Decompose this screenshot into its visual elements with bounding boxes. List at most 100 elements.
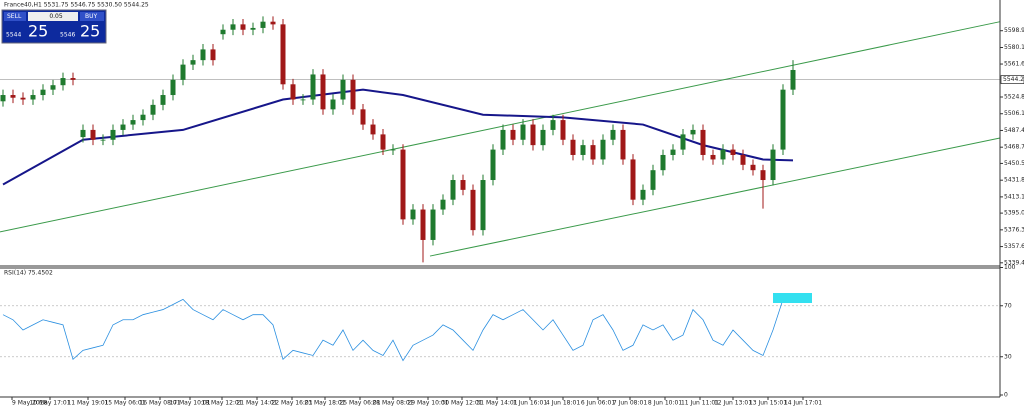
ask-main: 5546 [60, 32, 75, 39]
candle-body [580, 145, 586, 155]
y-tick-label: 5506.10 [1004, 110, 1024, 117]
candle-body [160, 95, 166, 105]
x-tick-label: 25 May 06:01 [339, 400, 380, 407]
x-tick-label: 29 May 10:01 [407, 400, 448, 407]
candle-body [280, 24, 286, 85]
candle-body [470, 189, 476, 231]
candle-body [790, 69, 796, 90]
candle-body [770, 149, 776, 181]
candle-body [640, 189, 646, 200]
candle-body [230, 24, 236, 30]
candle-body [310, 74, 316, 100]
bid-pips: 25 [28, 22, 48, 41]
ask-pips: 25 [80, 22, 100, 41]
y-tick-label: 30 [1004, 353, 1012, 360]
last-price-label: 5544.25 [1003, 76, 1024, 83]
x-tick-label: 22 May 16:01 [271, 400, 312, 407]
sell-label: SELL [7, 13, 22, 20]
bid-main: 5544 [6, 32, 21, 39]
candle-body [660, 154, 666, 171]
candle-body [350, 79, 356, 110]
candle-body [80, 129, 86, 138]
y-tick-label: 5468.70 [1004, 144, 1024, 151]
lot-input[interactable] [28, 12, 78, 21]
y-tick-label: 5524.80 [1004, 94, 1024, 101]
x-tick-label: 11 May 19:01 [67, 400, 108, 407]
y-tick-label: 5580.15 [1004, 44, 1024, 51]
candle-body [390, 149, 396, 151]
candle-body [530, 124, 536, 146]
candle-body [750, 164, 756, 171]
candle-body [490, 149, 496, 181]
candle-body [710, 154, 716, 160]
candle-body [140, 114, 146, 121]
candle-body [520, 124, 526, 140]
x-tick-label: 11 Jun 11:01 [681, 400, 719, 407]
candle-body [70, 78, 76, 80]
candle-body [630, 159, 636, 200]
candle-body [380, 134, 386, 150]
candle-body [510, 129, 516, 140]
candle-body [600, 139, 606, 160]
candle-body [550, 120, 556, 130]
candle-body [30, 95, 36, 100]
rsi-title: RSI(14) 75.4502 [4, 270, 53, 277]
candle-body [200, 49, 206, 61]
candle-body [20, 97, 26, 100]
y-tick-label: 5413.15 [1004, 193, 1024, 200]
candle-body [150, 104, 156, 115]
x-tick-label: 10 May 17:01 [29, 400, 70, 407]
candle-body [420, 209, 426, 240]
trendline [0, 21, 1001, 233]
y-tick-label: 70 [1004, 302, 1012, 309]
y-tick-label: 5450.55 [1004, 160, 1024, 167]
y-tick-label: 5561.65 [1004, 61, 1024, 68]
candle-body [430, 209, 436, 240]
candle-body [330, 99, 336, 110]
candle-body [410, 209, 416, 220]
candle-body [590, 145, 596, 160]
x-tick-label: 8 Jun 10:01 [648, 400, 682, 407]
candle-body [260, 21, 266, 28]
x-tick-label: 28 May 08:01 [372, 400, 413, 407]
buy-label: BUY [85, 13, 98, 20]
candle-body [290, 84, 296, 100]
candle-body [130, 120, 136, 125]
candle-body [400, 149, 406, 220]
y-tick-label: 5395.00 [1004, 210, 1024, 217]
candle-body [370, 124, 376, 135]
candle-body [440, 199, 446, 210]
trendline [429, 137, 1001, 257]
candle-body [240, 24, 246, 30]
last-price-box [1000, 75, 1024, 84]
candle-body [650, 170, 656, 190]
x-tick-label: 31 May 14:01 [476, 400, 517, 407]
x-tick-label: 13 Jun 15:01 [749, 400, 787, 407]
candle-body [40, 89, 46, 96]
lot-value: 0.05 [49, 13, 63, 20]
x-tick-label: 17 May 10:01 [169, 400, 210, 407]
candle-body [220, 29, 226, 35]
candle-body [760, 170, 766, 181]
candle-body [270, 21, 276, 25]
sell-button[interactable] [4, 12, 26, 21]
y-tick-label: 5598.90 [1004, 27, 1024, 34]
candle-body [700, 129, 706, 155]
y-tick-label: 0 [1004, 392, 1008, 399]
x-tick-label: 23 May 18:01 [304, 400, 345, 407]
candle-body [0, 95, 6, 102]
candle-body [460, 180, 466, 190]
candle-body [740, 154, 746, 165]
rsi-line [2, 295, 794, 362]
y-tick-label: 5487.40 [1004, 127, 1024, 134]
candle-body [500, 129, 506, 150]
candle-body [10, 95, 16, 98]
candle-body [180, 64, 186, 80]
buy-button[interactable] [80, 12, 104, 21]
x-tick-label: 6 Jun 06:01 [581, 400, 615, 407]
candle-body [560, 120, 566, 140]
x-tick-label: 14 Jun 17:01 [784, 400, 822, 407]
x-tick-label: 7 Jun 08:01 [613, 400, 647, 407]
x-tick-label: 16 May 08:01 [139, 400, 180, 407]
